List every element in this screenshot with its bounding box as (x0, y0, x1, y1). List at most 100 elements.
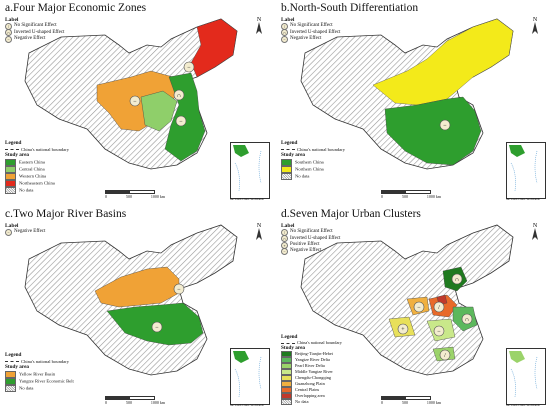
svg-text:−: − (443, 123, 447, 129)
scale-tick: 1000 km (150, 400, 165, 405)
study-area-label: Yellow River Basin (19, 371, 56, 377)
negative-icon: − (5, 228, 12, 236)
scale-tick: 500 (125, 400, 132, 405)
region-northeast (190, 18, 238, 78)
label-legend: Label / No Significant Effect ∩ Inverted U… (281, 17, 340, 43)
scale-tick: 0 (105, 194, 107, 199)
symbol-negative (183, 61, 195, 73)
label-heading: Label (5, 223, 19, 229)
scale-tick: 0 (381, 194, 383, 199)
scale-tick: 1000 km (426, 400, 441, 405)
swatch (281, 369, 292, 376)
svg-text:N: N (257, 223, 262, 229)
inset-caption: the South China Sea Islands (506, 197, 540, 201)
label-item: Positive Effect (290, 241, 320, 247)
scale-tick: 1000 km (426, 194, 441, 199)
north-arrow-icon: N (256, 17, 262, 34)
boundary-label: China's national boundary (297, 146, 346, 152)
china-map: − − (24, 224, 238, 376)
region-southern (384, 96, 482, 166)
inset-caption: the South China Sea Islands (230, 197, 264, 201)
svg-text:−: − (155, 325, 159, 331)
boundary-label: China's national boundary (21, 358, 70, 364)
label-item: Negative Effect (290, 35, 322, 41)
negative-icon: − (281, 35, 288, 43)
symbol-no-effect (439, 349, 451, 361)
study-area-heading: Study area (5, 151, 29, 158)
scale-bar-graphic (381, 190, 431, 194)
label-item: No Significant Effect (290, 229, 333, 235)
swatch (5, 179, 16, 187)
svg-text:∩: ∩ (177, 93, 181, 99)
swatch (281, 351, 292, 358)
svg-text:/: / (444, 353, 446, 359)
svg-text:−: − (417, 305, 421, 311)
svg-text:∩: ∩ (455, 277, 459, 283)
swatch (281, 393, 292, 400)
svg-text:−: − (177, 287, 181, 293)
study-area-label: Pearl River Delta (295, 363, 325, 369)
study-area-label: Western China (19, 173, 47, 179)
study-area-label: Guanzhong Plain (295, 381, 325, 387)
study-area-label: Southern China (295, 159, 324, 165)
negative-icon: − (5, 35, 12, 43)
study-area-heading: Study area (281, 344, 305, 351)
svg-text:∩: ∩ (465, 317, 469, 323)
study-area-label: Central China (19, 166, 45, 172)
symbol-no-effect (433, 301, 445, 313)
scale-bar: 0 500 1000 km (105, 190, 165, 199)
boundary-label: China's national boundary (21, 146, 70, 152)
study-area-label: Yangtze River Delta (295, 357, 330, 363)
swatch (281, 381, 292, 388)
legend-heading: Legend (5, 140, 22, 146)
scale-tick: 500 (125, 194, 132, 199)
panel-four-economic-zones: − ∩ − − a.Four Major Economic Zones Labe… (1, 1, 273, 205)
china-map: ∩ − / ∩ + − / (300, 224, 514, 376)
swatch (281, 387, 292, 394)
swatch (5, 172, 16, 180)
south-china-sea-inset (506, 142, 546, 199)
map-legend: Legend China's national boundary Study a… (5, 140, 70, 194)
label-item: No Significant Effect (14, 23, 57, 29)
label-heading: Label (5, 17, 19, 23)
symbol-negative (173, 283, 185, 295)
label-heading: Label (281, 223, 295, 229)
legend-heading: Legend (281, 334, 298, 340)
symbol-inverted-u (451, 273, 463, 285)
no-data-label: No data (19, 187, 34, 193)
inset-caption: the South China Sea Islands (506, 403, 540, 407)
legend-heading: Legend (281, 140, 298, 146)
swatch-no-data (281, 172, 292, 180)
symbol-negative (151, 321, 163, 333)
boundary-line-icon (281, 149, 295, 151)
svg-text:−: − (187, 65, 191, 71)
svg-text:N: N (533, 17, 538, 23)
map-legend: Legend China's national boundary Study a… (5, 352, 74, 392)
svg-text:−: − (437, 329, 441, 335)
scale-tick: 1000 km (150, 194, 165, 199)
study-area-label: Beijing-Tianjin-Hebei (295, 351, 334, 357)
scale-bar-graphic (105, 190, 155, 194)
label-legend: Label / No Significant Effect ∩ Inverted U… (5, 17, 64, 43)
region-eastern (164, 72, 206, 162)
swatch-no-data (5, 384, 16, 392)
symbol-inverted-u (461, 313, 473, 325)
study-area-label: Yangtze River Economic Belt (19, 378, 74, 384)
label-item: Negative Effect (14, 229, 46, 235)
label-heading: Label (281, 17, 295, 23)
scale-bar: 0 500 1000 km (381, 396, 441, 405)
scale-bar-graphic (105, 396, 155, 400)
swatch (281, 357, 292, 364)
study-area-label: Middle Yangtze River (295, 369, 333, 375)
south-china-sea-inset (230, 348, 270, 405)
scale-bar: 0 500 1000 km (381, 190, 441, 199)
swatch (281, 165, 292, 173)
swatch (5, 370, 16, 378)
negative-icon: − (281, 247, 288, 255)
south-china-sea-inset (230, 142, 270, 199)
panel-title: b.North-South Differentiation (281, 2, 419, 14)
scale-tick: 0 (381, 400, 383, 405)
china-map: − ∩ − − (24, 18, 238, 170)
symbol-negative (439, 119, 451, 131)
south-china-sea-inset (506, 348, 546, 405)
